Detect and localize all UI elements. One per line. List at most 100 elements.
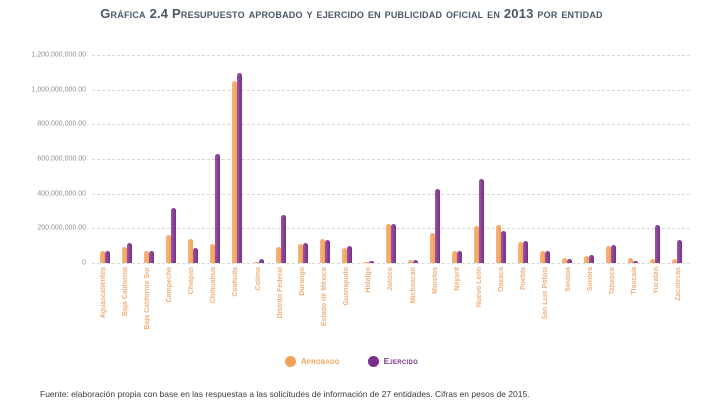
- x-axis-label: Oaxaca: [498, 267, 506, 292]
- bar-aprobado: [650, 259, 655, 263]
- bar-group: [270, 55, 292, 263]
- bar-aprobado: [672, 259, 677, 263]
- chart-title: Gráfica 2.4 Presupuesto aprobado y ejerc…: [100, 6, 603, 21]
- bar-aprobado: [562, 258, 567, 263]
- bar-group: [182, 55, 204, 263]
- bar-ejercido: [435, 189, 440, 263]
- y-tick-label: 600,000,000.00: [37, 155, 86, 163]
- bar-group: [534, 55, 556, 263]
- bar-ejercido: [391, 223, 396, 263]
- bar-group: [666, 55, 688, 263]
- bar-ejercido: [303, 243, 308, 263]
- gridline: [92, 193, 690, 195]
- legend-label-ejercido: Ejercido: [383, 357, 419, 366]
- gridline: [92, 55, 690, 56]
- bar-ejercido: [325, 239, 330, 263]
- bar-aprobado: [386, 224, 391, 263]
- bar-aprobado: [628, 258, 633, 263]
- bar-ejercido: [677, 240, 682, 263]
- bar-aprobado: [452, 251, 457, 263]
- bar-aprobado: [276, 247, 281, 263]
- bar-ejercido: [457, 250, 462, 263]
- bar-group: [622, 55, 644, 263]
- bar-ejercido: [413, 259, 418, 263]
- x-axis-label: Nayarit: [453, 267, 461, 291]
- legend-item-aprobado: Aprobado: [284, 356, 340, 367]
- y-tick-label: 0: [82, 259, 86, 267]
- bar-ejercido: [281, 215, 286, 263]
- bar-group: [226, 55, 248, 263]
- bar-ejercido: [105, 251, 110, 263]
- x-axis-label: Distrito Federal: [276, 267, 284, 319]
- bar-group: [446, 55, 468, 263]
- bar-aprobado: [188, 239, 193, 263]
- x-axis-label: Tabasco: [608, 267, 616, 295]
- x-axis-label: Chiapas: [188, 267, 196, 295]
- bar-aprobado: [298, 243, 303, 263]
- bar-aprobado: [144, 251, 149, 263]
- bar-group: [358, 55, 380, 263]
- x-axis-label: Zacatecas: [675, 267, 683, 301]
- plot: [92, 55, 690, 264]
- legend: Aprobado Ejercido: [0, 356, 703, 367]
- bar-ejercido: [545, 251, 550, 263]
- bar-group: [336, 55, 358, 263]
- bar-aprobado: [584, 255, 589, 263]
- bar-aprobado: [232, 81, 237, 263]
- bar-aprobado: [408, 260, 413, 263]
- bar-ejercido: [347, 245, 352, 263]
- bar-group: [402, 55, 424, 263]
- x-axis-label: Michoacán: [409, 267, 417, 304]
- gridline: [92, 89, 690, 91]
- bar-aprobado: [606, 245, 611, 263]
- bar-group: [468, 55, 490, 263]
- y-tick-label: 400,000,000.00: [37, 190, 86, 198]
- bar-ejercido: [369, 260, 374, 263]
- bar-group: [578, 55, 600, 263]
- x-axis-label: Sonora: [586, 267, 594, 292]
- bar-group: [94, 55, 116, 263]
- x-axis-labels: Aguascalientes Baja California Baja Califo…: [92, 267, 690, 355]
- bar-ejercido: [215, 153, 220, 263]
- x-axis-label: Hidalgo: [365, 267, 373, 293]
- plot-area: [92, 55, 690, 263]
- bar-aprobado: [342, 248, 347, 263]
- bar-ejercido: [171, 207, 176, 263]
- bar-ejercido: [259, 258, 264, 263]
- bar-ejercido: [127, 243, 132, 263]
- x-axis-label: Jalisco: [387, 267, 395, 291]
- bar-aprobado: [518, 241, 523, 263]
- bar-group: [138, 55, 160, 263]
- x-axis-label: Durango: [298, 267, 306, 296]
- bar-ejercido: [149, 251, 154, 263]
- x-axis-label: Campeche: [165, 267, 173, 303]
- bar-aprobado: [100, 250, 105, 263]
- bar-aprobado: [364, 261, 369, 263]
- bar-ejercido: [611, 244, 616, 263]
- bar-group: [556, 55, 578, 263]
- y-tick-label: 1,200,000,000.00: [31, 51, 87, 59]
- ejercido-dot-icon: [367, 356, 379, 367]
- bar-aprobado: [166, 235, 171, 263]
- bar-group: [490, 55, 512, 263]
- x-axis-label: Estado de México: [320, 267, 328, 327]
- bar-aprobado: [474, 225, 479, 263]
- x-axis-label: Coahuila: [232, 267, 240, 297]
- bar-group: [292, 55, 314, 263]
- bar-group: [314, 55, 336, 263]
- bar-group: [116, 55, 138, 263]
- aprobado-dot-icon: [284, 356, 296, 367]
- bar-group: [512, 55, 534, 263]
- bar-aprobado: [496, 225, 501, 263]
- bar-aprobado: [540, 250, 545, 263]
- gridline: [92, 263, 690, 264]
- y-tick-label: 200,000,000.00: [37, 224, 86, 232]
- bar-group: [380, 55, 402, 263]
- x-axis-label: Sinaloa: [564, 267, 572, 292]
- y-tick-label: 1,000,000,000.00: [31, 86, 87, 94]
- gridline: [92, 159, 690, 160]
- bar-aprobado: [122, 247, 127, 263]
- bar-aprobado: [254, 261, 259, 263]
- bar-ejercido: [193, 248, 198, 263]
